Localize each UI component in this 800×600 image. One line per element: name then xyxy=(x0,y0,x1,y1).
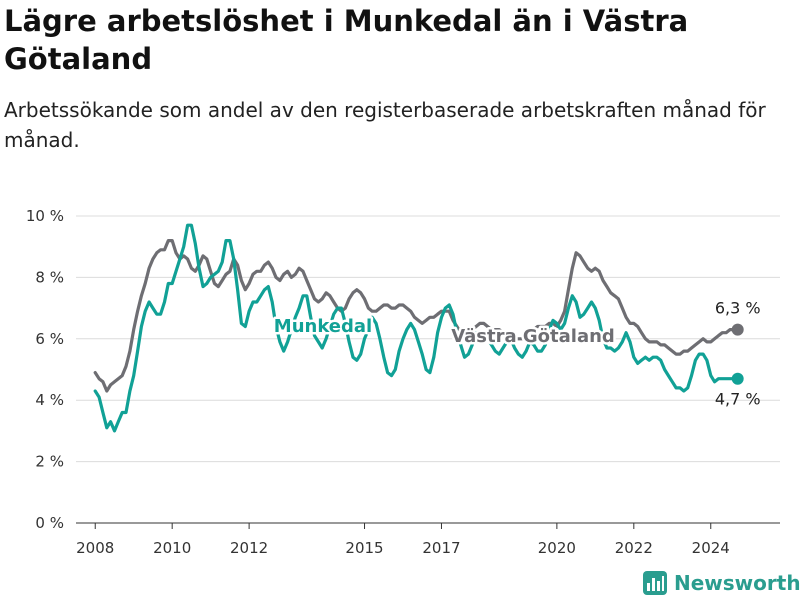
series-label: Munkedal xyxy=(274,316,372,337)
y-tick-label: 0 % xyxy=(35,514,64,532)
chart-title: Lägre arbetslöshet i Munkedal än i Västr… xyxy=(4,4,689,76)
y-tick-label: 8 % xyxy=(35,268,64,286)
x-tick-label: 2008 xyxy=(76,539,114,557)
end-value-label: 6,3 % xyxy=(715,299,761,318)
newsworthy-logo-icon xyxy=(643,571,667,595)
y-tick-label: 2 % xyxy=(35,453,64,471)
brand-logo[interactable]: Newsworthy xyxy=(642,568,800,598)
chart-subtitle: Arbetssökande som andel av den registerb… xyxy=(4,98,766,152)
x-tick-label: 2017 xyxy=(422,539,460,557)
series-label: Västra Götaland xyxy=(451,326,615,347)
end-marker-munkedal xyxy=(731,372,744,385)
x-tick-label: 2022 xyxy=(615,539,653,557)
series-line-munkedal xyxy=(93,223,740,433)
y-tick-label: 10 % xyxy=(26,207,64,225)
x-tick-label: 2010 xyxy=(153,539,191,557)
x-tick-label: 2015 xyxy=(345,539,383,557)
x-tick-label: 2020 xyxy=(538,539,576,557)
y-tick-label: 6 % xyxy=(35,330,64,348)
end-marker-vastra-gotaland xyxy=(731,323,744,336)
x-tick-label: 2024 xyxy=(692,539,730,557)
end-value-label: 4,7 % xyxy=(715,390,761,409)
x-tick-label: 2012 xyxy=(230,539,268,557)
y-tick-label: 4 % xyxy=(35,391,64,409)
series-line-vastra-gotaland xyxy=(93,239,740,393)
brand-name: Newsworthy xyxy=(674,571,800,595)
